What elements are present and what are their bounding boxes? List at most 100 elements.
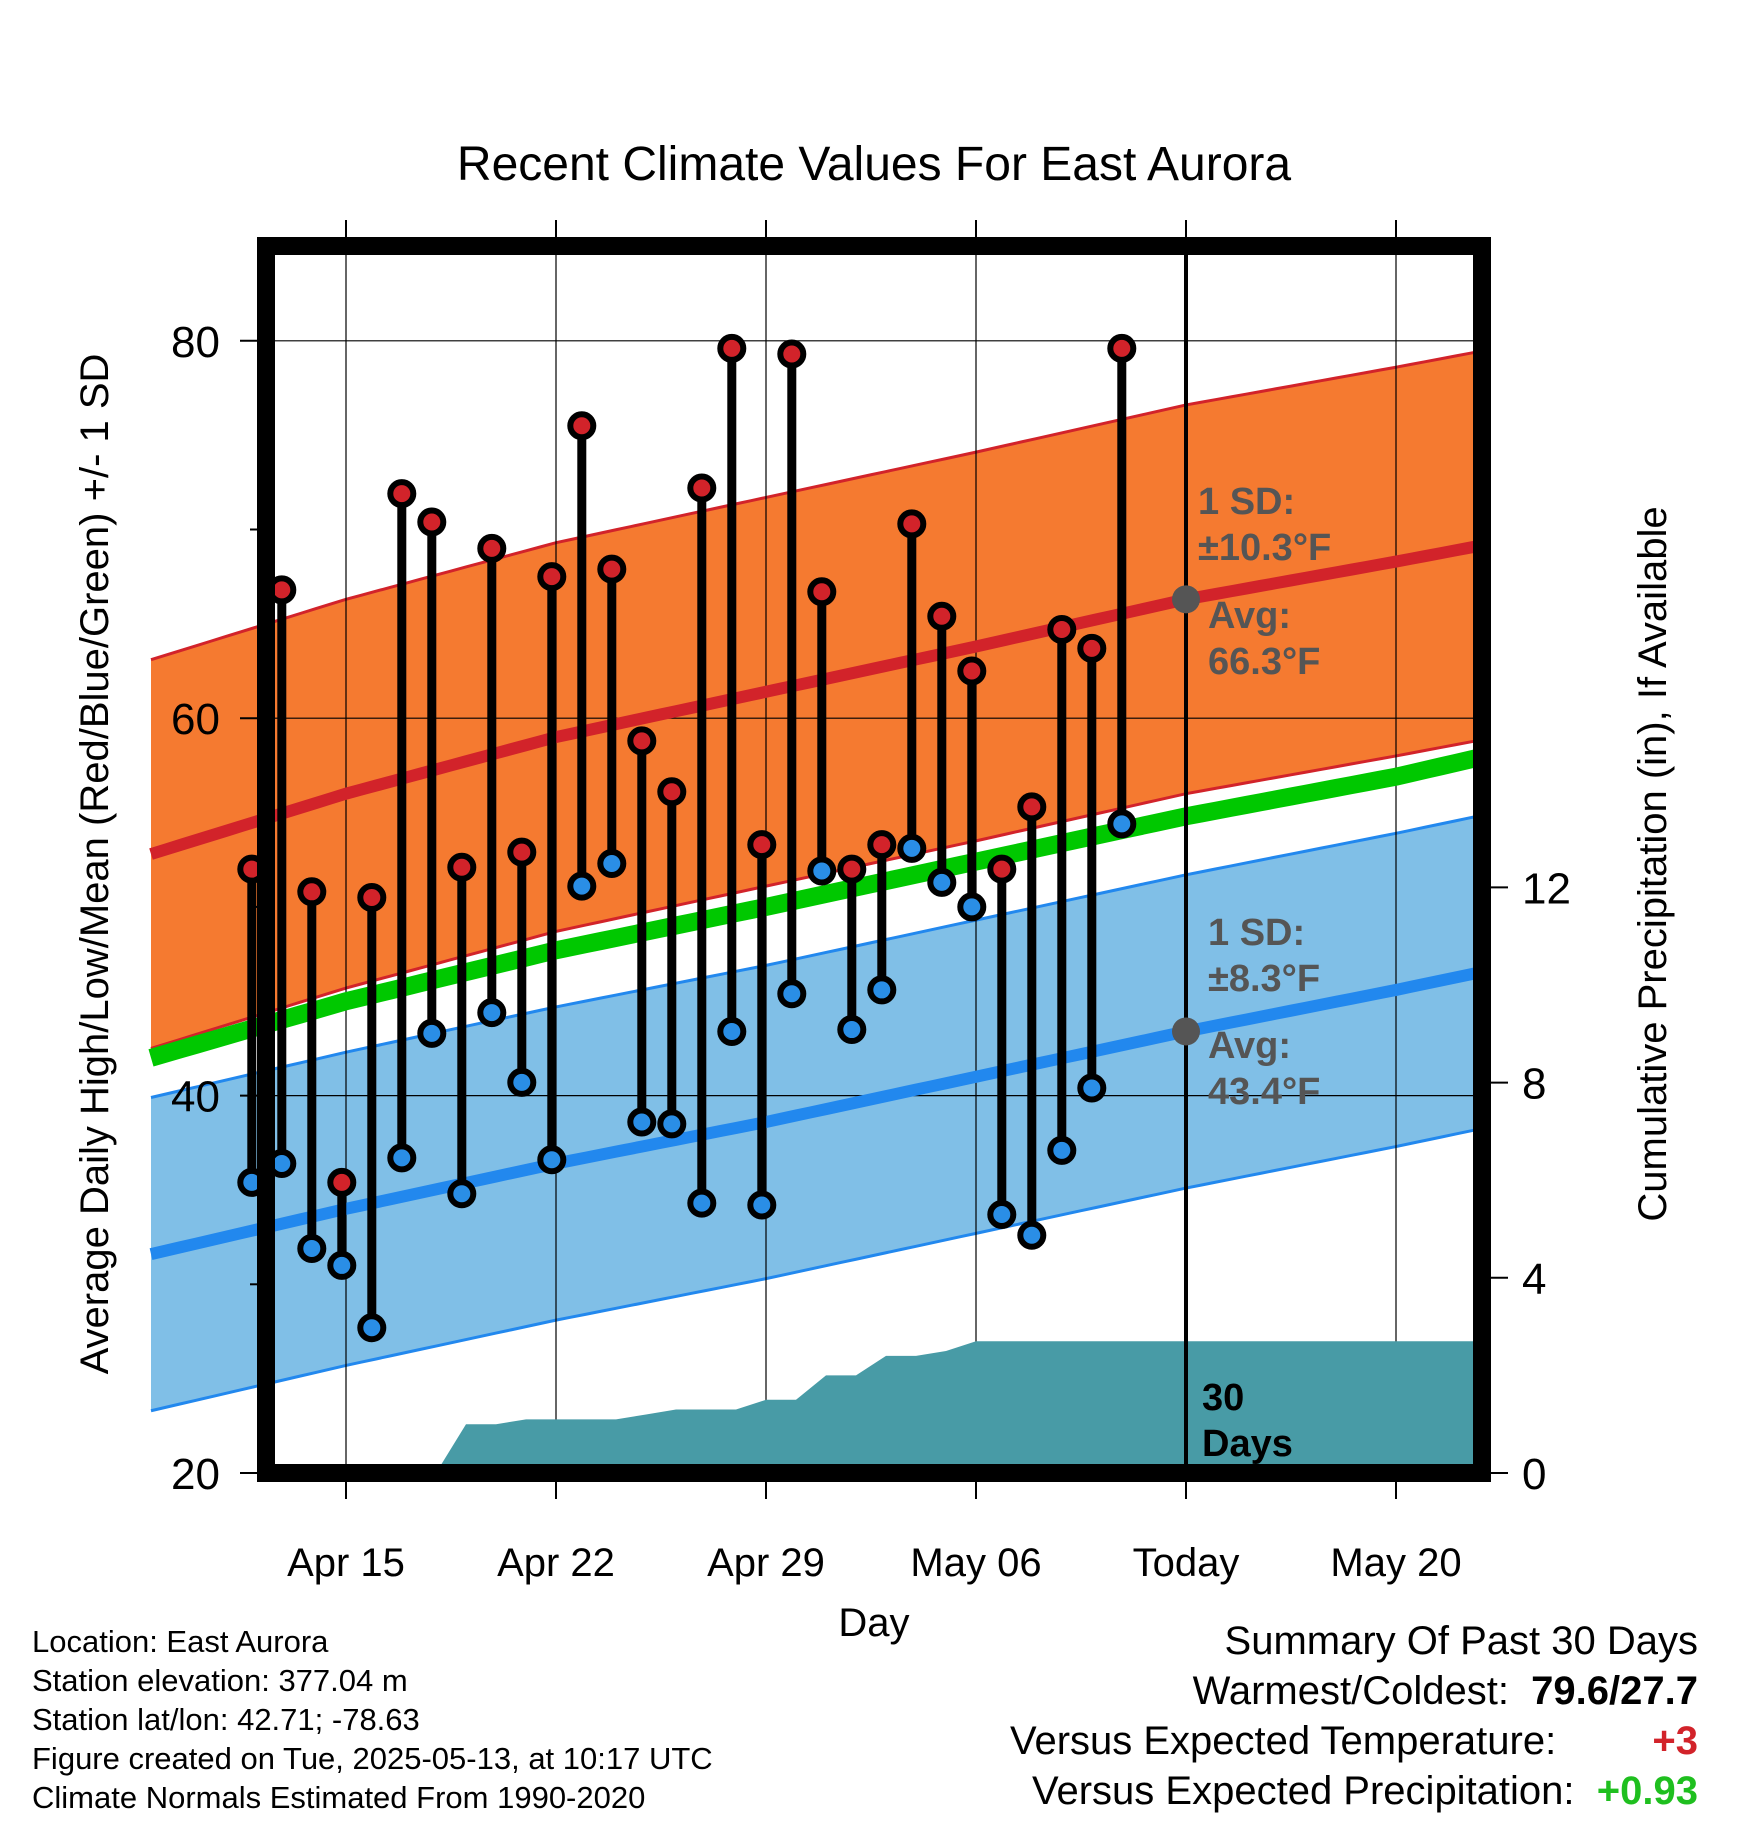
- high-dot-23: [897, 509, 927, 539]
- today-window-label-1: 30: [1202, 1377, 1244, 1419]
- y-tick-label-20: 20: [171, 1450, 220, 1499]
- y2-axis-label: Cumulative Precipitation (in), If Availa…: [1631, 506, 1675, 1221]
- high-dot-18: [747, 830, 777, 860]
- high-dot-22: [867, 830, 897, 860]
- low-sd-annotation-line-1: 1 SD:: [1208, 912, 1305, 954]
- high-dot-17: [717, 333, 747, 363]
- high-dot-14: [627, 726, 657, 756]
- summary-precip: Versus Expected Precipitation: +0.93: [1010, 1766, 1698, 1816]
- high-dot-24: [927, 601, 957, 631]
- info-latlon: Station lat/lon: 42.71; -78.63: [32, 1702, 420, 1737]
- high-sd-band-upper-edge: [150, 348, 1487, 662]
- low-dot-25: [957, 892, 987, 922]
- x-tick-label-3: May 06: [910, 1541, 1041, 1585]
- precip-cumulative-area: [136, 1341, 1482, 1473]
- low-dot-8: [447, 1179, 477, 1209]
- info-location: Location: East Aurora: [32, 1624, 329, 1659]
- high-dot-25: [957, 656, 987, 686]
- low-dot-27: [1017, 1220, 1047, 1250]
- high-dot-15: [657, 777, 687, 807]
- low-dot-14: [627, 1107, 657, 1137]
- low-avg-annotation-line-1: Avg:: [1208, 1025, 1291, 1067]
- info-created: Figure created on Tue, 2025-05-13, at 10…: [32, 1741, 713, 1776]
- high-sd-annotation-line-1: 1 SD:: [1198, 481, 1295, 523]
- summary-temp: Versus Expected Temperature: +3: [1010, 1716, 1698, 1766]
- station-info: Location: East Aurora Station elevation:…: [32, 1622, 713, 1817]
- high-dot-3: [297, 877, 327, 907]
- low-dot-26: [987, 1199, 1017, 1229]
- high-dot-11: [537, 562, 567, 592]
- y2-tick-label-12: 12: [1522, 864, 1571, 913]
- high-dot-19: [777, 339, 807, 369]
- high-avg-annotation-line-2: 66.3°F: [1208, 641, 1320, 683]
- low-dot-20: [807, 856, 837, 886]
- temp-label: Versus Expected Temperature:: [1009, 1719, 1557, 1763]
- daily-dots: [237, 333, 1137, 1343]
- high-dot-12: [567, 411, 597, 441]
- low-dot-13: [597, 848, 627, 878]
- summary-heading: Summary Of Past 30 Days: [1224, 1619, 1698, 1663]
- high-dot-10: [507, 837, 537, 867]
- low-dot-21: [837, 1015, 867, 1045]
- low-dot-15: [657, 1109, 687, 1139]
- precip-value: +0.93: [1596, 1769, 1698, 1813]
- y2-tick-label-4: 4: [1522, 1255, 1546, 1304]
- x-tick-label-1: Apr 22: [497, 1541, 615, 1585]
- y-tick-label-40: 40: [171, 1073, 220, 1122]
- y-axis-label: Average Daily High/Low/Mean (Red/Blue/Gr…: [73, 354, 117, 1375]
- high-dot-26: [987, 854, 1017, 884]
- low-dot-23: [897, 833, 927, 863]
- high-dot-20: [807, 577, 837, 607]
- x-axis-label: Day: [838, 1601, 909, 1645]
- low-dot-28: [1047, 1135, 1077, 1165]
- low-avg-marker: [1172, 1017, 1200, 1046]
- info-normals: Climate Normals Estimated From 1990-2020: [32, 1780, 646, 1815]
- y-tick-label-60: 60: [171, 695, 220, 744]
- low-avg-annotation-line-2: 43.4°F: [1208, 1071, 1320, 1113]
- summary-warm-cold: Warmest/Coldest: 79.6/27.7: [1010, 1666, 1698, 1716]
- y2-tick-label-8: 8: [1522, 1060, 1546, 1109]
- low-dot-11: [537, 1145, 567, 1175]
- high-dot-16: [687, 473, 717, 503]
- chart-title: Recent Climate Values For East Aurora: [457, 138, 1291, 191]
- high-dot-5: [357, 882, 387, 912]
- high-dot-4: [327, 1167, 357, 1197]
- temp-value: +3: [1652, 1719, 1698, 1763]
- high-dot-21: [837, 854, 867, 884]
- y2-tick-label-0: 0: [1522, 1450, 1546, 1499]
- high-dot-6: [387, 479, 417, 509]
- high-dot-30: [1107, 333, 1137, 363]
- high-dot-28: [1047, 615, 1077, 645]
- low-dot-7: [417, 1018, 447, 1048]
- high-dot-27: [1017, 792, 1047, 822]
- low-dot-12: [567, 871, 597, 901]
- low-dot-3: [297, 1233, 327, 1263]
- high-dot-8: [447, 852, 477, 882]
- low-dot-5: [357, 1313, 387, 1343]
- high-dot-13: [597, 554, 627, 584]
- chart-text: Recent Climate Values For East Aurora Da…: [73, 138, 1675, 1645]
- low-dot-19: [777, 979, 807, 1009]
- high-sd-annotation-line-2: ±10.3°F: [1198, 527, 1331, 569]
- precip-area: [136, 1341, 1482, 1473]
- warm-cold-value: 79.6/27.7: [1531, 1669, 1698, 1713]
- high-avg-annotation-line-1: Avg:: [1208, 595, 1291, 637]
- plot-border: [257, 237, 1491, 1482]
- low-dot-9: [477, 998, 507, 1028]
- precip-label: Versus Expected Precipitation:: [1032, 1769, 1575, 1813]
- summary-panel: Summary Of Past 30 Days Warmest/Coldest:…: [1010, 1616, 1698, 1816]
- low-dot-4: [327, 1250, 357, 1280]
- x-tick-label-2: Apr 29: [707, 1541, 825, 1585]
- low-dot-16: [687, 1188, 717, 1218]
- high-dot-29: [1077, 633, 1107, 663]
- low-dot-30: [1107, 809, 1137, 839]
- low-dot-24: [927, 867, 957, 897]
- high-dot-7: [417, 507, 447, 537]
- low-dot-6: [387, 1143, 417, 1173]
- low-dot-18: [747, 1190, 777, 1220]
- low-dot-10: [507, 1067, 537, 1097]
- y-tick-label-80: 80: [171, 318, 220, 367]
- low-dot-17: [717, 1016, 747, 1046]
- today-window-label-2: Days: [1202, 1423, 1293, 1465]
